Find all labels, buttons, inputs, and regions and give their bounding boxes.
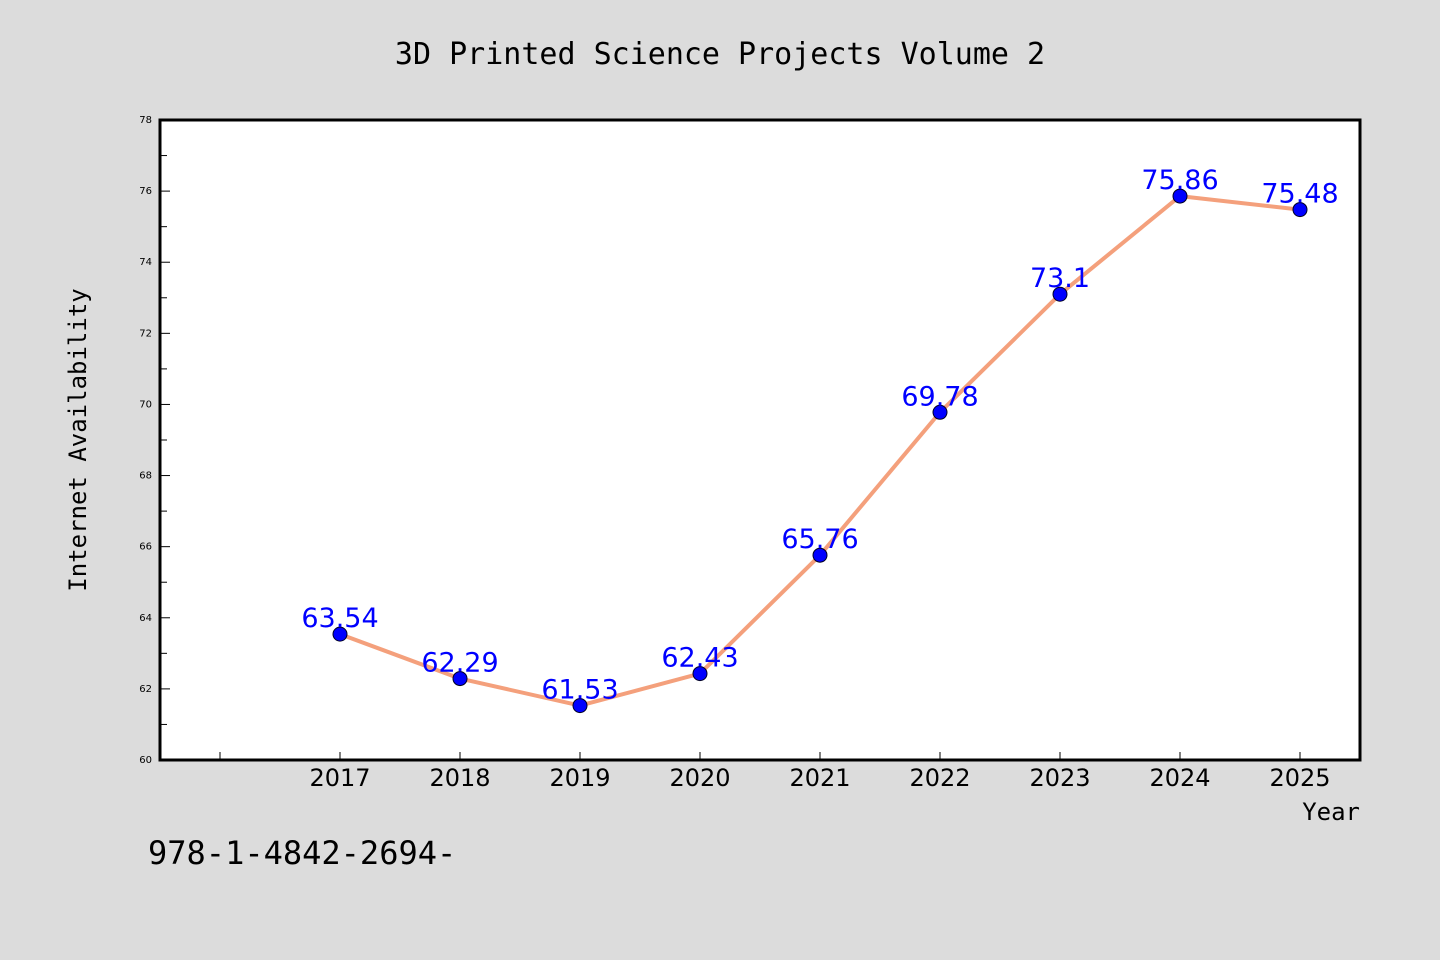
y-tick-label: 68: [139, 471, 152, 482]
data-point: [452, 671, 468, 687]
data-label: 61.53: [541, 675, 618, 706]
data-point: [572, 698, 588, 714]
y-tick-label: 66: [139, 542, 152, 553]
y-tick-label: 72: [139, 328, 152, 339]
y-tick-label: 70: [139, 399, 152, 410]
x-tick-label: 2019: [549, 764, 610, 792]
data-label: 75.48: [1261, 179, 1338, 210]
x-tick-label: 2024: [1149, 764, 1210, 792]
data-label: 62.29: [421, 648, 498, 679]
data-label-layer: 63.54 62.29 61.53 62.43 65.76 69.78 73.1 75.86 7…: [301, 165, 1338, 706]
data-label: 75.86: [1141, 165, 1218, 196]
y-axis-label: Internet Availability: [64, 288, 92, 591]
data-label: 73.1: [1030, 263, 1090, 294]
x-tick-label: 2025: [1269, 764, 1330, 792]
x-axis-label: Year: [1302, 798, 1360, 826]
y-tick-label: 60: [139, 755, 152, 766]
data-label: 65.76: [781, 524, 858, 555]
y-tick-label: 62: [139, 684, 152, 695]
data-label: 62.43: [661, 643, 738, 674]
x-tick-label: 2017: [309, 764, 370, 792]
data-point: [1052, 286, 1068, 302]
data-label: 63.54: [301, 603, 378, 634]
x-tick-label: 2021: [789, 764, 850, 792]
x-tick-label: 2018: [429, 764, 490, 792]
data-point: [812, 547, 828, 563]
plot-area: [158, 118, 1362, 762]
data-point: [1172, 188, 1188, 204]
footer-text: 978-1-4842-2694-: [148, 834, 456, 872]
series-layer: [332, 188, 1308, 714]
y-tick-label: 76: [139, 186, 152, 197]
x-axis-ticks: 2017 2018 2019 2020 2021 2022 2023 2024 2025: [219, 752, 1331, 792]
x-tick-label: 2023: [1029, 764, 1090, 792]
data-label: 69.78: [901, 381, 978, 412]
data-point: [1292, 202, 1308, 218]
x-tick-label: 2022: [909, 764, 970, 792]
data-point: [332, 626, 348, 642]
y-tick-label: 78: [139, 115, 152, 126]
y-tick-label: 74: [139, 257, 152, 268]
chart-title: 3D Printed Science Projects Volume 2: [395, 37, 1045, 72]
y-tick-label: 64: [139, 613, 152, 624]
y-axis-ticks: 60 62 64 66 68 70 72 74 76 78: [139, 115, 170, 766]
data-point: [692, 666, 708, 682]
x-tick-label: 2020: [669, 764, 730, 792]
data-point: [932, 404, 948, 420]
